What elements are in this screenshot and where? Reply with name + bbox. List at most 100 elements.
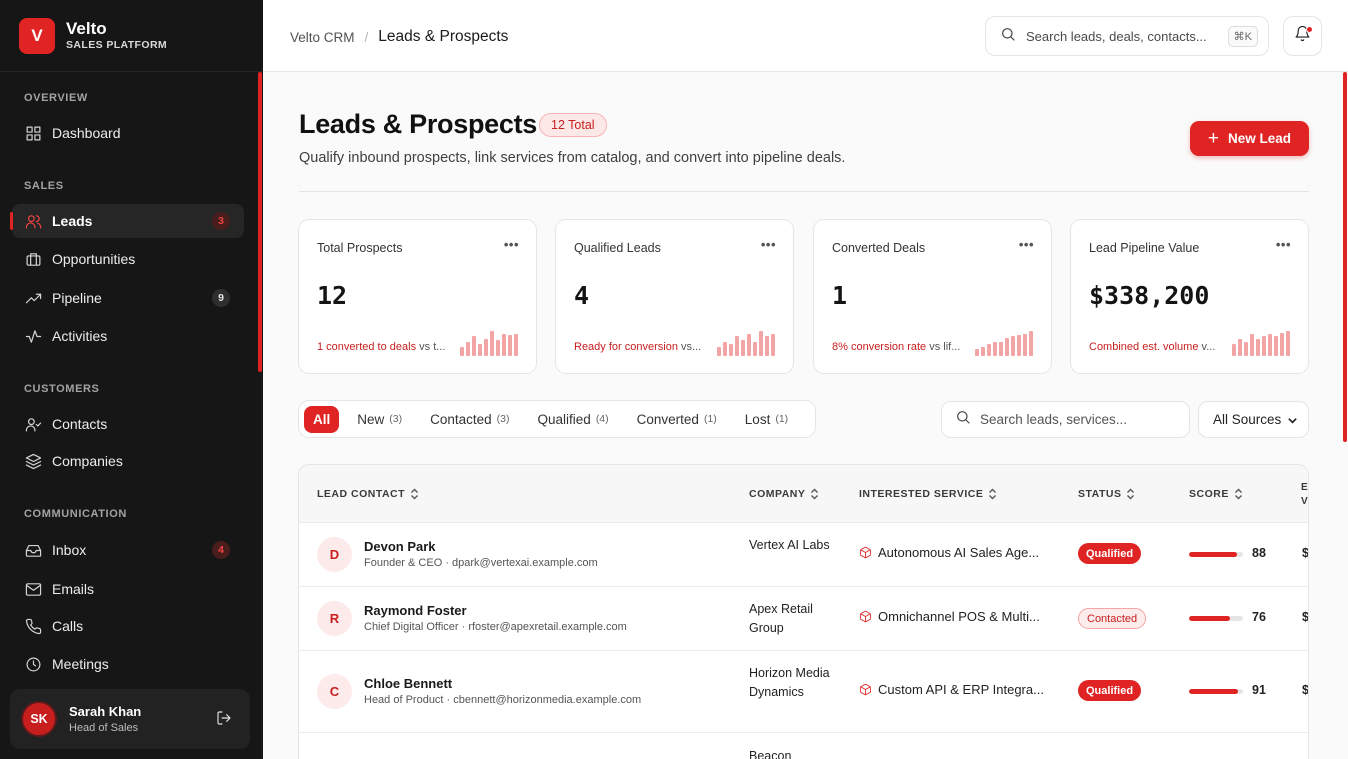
breadcrumb-root[interactable]: Velto CRM	[290, 29, 355, 45]
more-options-icon[interactable]: •••	[1018, 237, 1034, 252]
sidebar-item-label: Dashboard	[52, 125, 121, 141]
lead-name[interactable]: Raymond Foster	[364, 603, 467, 618]
filter-tab-contacted[interactable]: Contacted (3)	[417, 406, 522, 433]
sort-icon	[989, 488, 997, 500]
stat-comparison: vs t...	[416, 341, 446, 353]
sidebar-item-inbox[interactable]: Inbox 4	[12, 533, 244, 567]
filter-tab-label: New	[357, 411, 385, 427]
sparkline-bar	[717, 347, 721, 356]
table-search-input[interactable]	[980, 412, 1180, 427]
stat-label: Qualified Leads	[574, 241, 661, 255]
column-header-clipped-line: E	[1301, 482, 1308, 493]
filter-tab-count: (3)	[496, 413, 510, 425]
score-value: 91	[1252, 683, 1266, 697]
score-bar-fill	[1189, 552, 1237, 557]
lead-avatar: C	[317, 674, 352, 709]
lead-avatar: R	[317, 601, 352, 636]
filter-tab-new[interactable]: New (3)	[344, 406, 415, 433]
lead-title-email: Head of Product · cbennett@horizonmedia.…	[364, 694, 642, 706]
sparkline-bar	[466, 342, 470, 356]
sidebar-item-activities[interactable]: Activities	[12, 319, 244, 353]
more-options-icon[interactable]: •••	[503, 237, 519, 252]
filter-tab-all[interactable]: All	[304, 405, 340, 433]
topbar: Velto CRM / Leads & Prospects ⌘K	[263, 0, 1348, 72]
sidebar-item-contacts[interactable]: Contacts	[12, 407, 244, 441]
stat-comparison: vs...	[677, 341, 702, 353]
column-header-label: STATUS	[1078, 488, 1122, 500]
sidebar-item-companies[interactable]: Companies	[12, 444, 244, 478]
user-name: Sarah Khan	[69, 704, 142, 719]
filter-tab-lost[interactable]: Lost (1)	[732, 406, 801, 433]
filter-tab-count: (3)	[389, 413, 403, 425]
column-header-status[interactable]: STATUS	[1078, 488, 1135, 500]
logout-icon[interactable]	[216, 710, 232, 731]
new-lead-button[interactable]: + New Lead	[1190, 121, 1309, 156]
sidebar-item-pipeline[interactable]: Pipeline 9	[12, 281, 244, 315]
sparkline-bar	[1256, 339, 1260, 356]
sidebar-item-label: Opportunities	[52, 251, 136, 267]
page-scrollbar[interactable]	[1343, 72, 1347, 442]
table-row[interactable]: R Raymond Foster Chief Digital Officer ·…	[299, 587, 1308, 651]
table-header: LEAD CONTACT COMPANY INTERESTED SERVICE …	[299, 465, 1308, 523]
sparkline-bar	[490, 331, 494, 356]
sparkline-bar	[1262, 336, 1266, 356]
column-header-interested-service[interactable]: INTERESTED SERVICE	[859, 488, 997, 500]
page-subtitle: Qualify inbound prospects, link services…	[299, 150, 846, 166]
sparkline-bar	[741, 340, 745, 356]
column-header-score[interactable]: SCORE	[1189, 488, 1243, 500]
global-search[interactable]: ⌘K	[985, 16, 1269, 56]
sidebar-item-dashboard[interactable]: Dashboard	[12, 116, 244, 150]
sidebar-item-emails[interactable]: Emails	[12, 572, 244, 606]
sidebar-item-label: Meetings	[52, 656, 109, 672]
sparkline-bar	[981, 347, 985, 356]
filter-tab-count: (1)	[703, 413, 717, 425]
table-row[interactable]: D Devon Park Founder & CEO · dpark@verte…	[299, 523, 1308, 587]
column-header-company[interactable]: COMPANY	[749, 488, 819, 500]
filter-tab-label: All	[313, 411, 331, 427]
sidebar-item-calls[interactable]: Calls	[12, 609, 244, 643]
trending-up-icon	[24, 289, 42, 307]
column-header-lead-contact[interactable]: LEAD CONTACT	[317, 488, 419, 500]
company-name: Beacon	[749, 749, 792, 759]
sidebar-item-leads[interactable]: Leads 3	[10, 204, 244, 238]
more-options-icon[interactable]: •••	[760, 237, 776, 252]
filter-tab-converted[interactable]: Converted (1)	[624, 406, 730, 433]
sidebar-item-meetings[interactable]: Meetings	[12, 647, 244, 681]
sidebar-item-opportunities[interactable]: Opportunities	[12, 242, 244, 276]
lead-avatar: D	[317, 537, 352, 572]
sidebar-scrollbar[interactable]	[258, 72, 262, 372]
lead-title-email: Chief Digital Officer · rfoster@apexreta…	[364, 621, 627, 633]
table-search[interactable]	[941, 401, 1190, 438]
brand[interactable]: V Velto SALES PLATFORM	[0, 0, 263, 72]
source-select[interactable]: All Sources	[1198, 401, 1309, 438]
stat-footnote: Ready for conversion vs...	[574, 341, 712, 353]
grid-icon	[24, 124, 42, 142]
sparkline-bar	[993, 342, 997, 356]
mail-icon	[24, 580, 42, 598]
user-card[interactable]: SK Sarah Khan Head of Sales	[10, 689, 250, 749]
sparkline-bar	[759, 331, 763, 356]
company-name: Apex Retail Group	[749, 602, 813, 635]
filter-tab-qualified[interactable]: Qualified (4)	[525, 406, 622, 433]
notifications-button[interactable]	[1283, 16, 1322, 56]
table-row[interactable]: C Chloe Bennett Head of Product · cbenne…	[299, 651, 1308, 733]
column-header-clipped-line: V	[1301, 496, 1308, 507]
lead-name[interactable]: Devon Park	[364, 539, 436, 554]
more-options-icon[interactable]: •••	[1275, 237, 1291, 252]
sidebar: V Velto SALES PLATFORM OVERVIEW Dashboar…	[0, 0, 263, 759]
global-search-input[interactable]	[1026, 28, 1216, 44]
status-badge: Qualified	[1078, 543, 1142, 564]
section-label-sales: SALES	[24, 180, 64, 192]
lead-title-email: Founder & CEO · dpark@vertexai.example.c…	[364, 557, 598, 569]
stat-card-pipeline-value: Lead Pipeline Value ••• $338,200 Combine…	[1070, 219, 1309, 374]
column-header-label: COMPANY	[749, 488, 806, 500]
sparkline	[1232, 330, 1290, 356]
sparkline-bar	[1244, 342, 1248, 356]
sparkline	[717, 330, 775, 356]
sparkline-bar	[484, 339, 488, 356]
inbox-count-badge: 4	[212, 541, 230, 559]
table-row[interactable]: Beacon	[299, 733, 1308, 759]
sparkline-bar	[747, 334, 751, 356]
lead-name[interactable]: Chloe Bennett	[364, 676, 453, 691]
